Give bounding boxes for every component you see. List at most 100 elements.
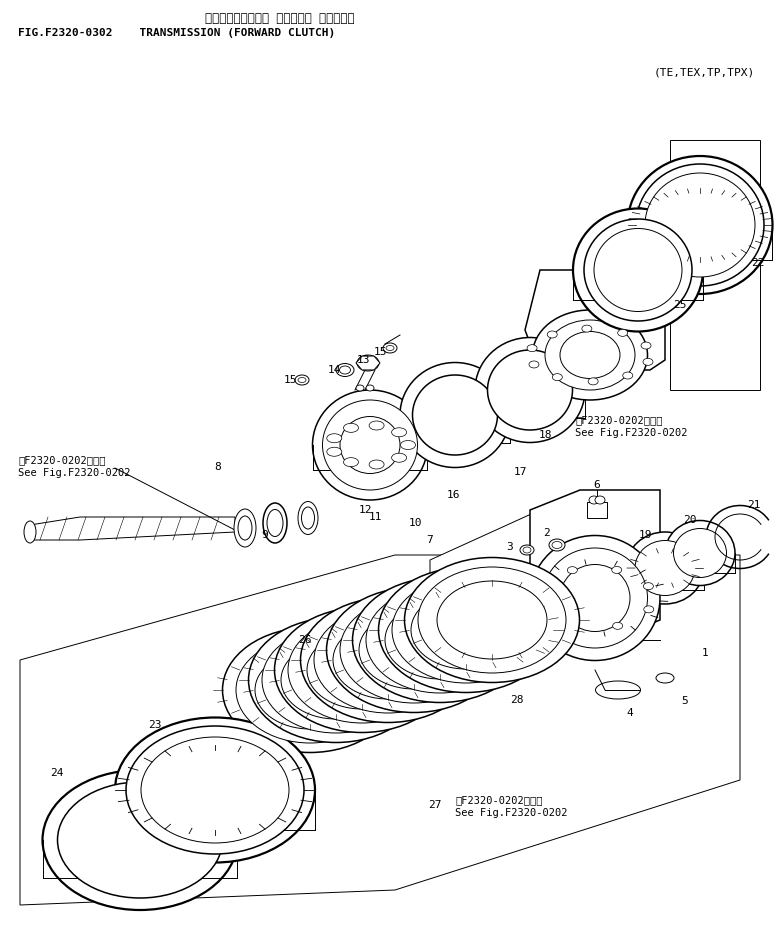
Ellipse shape — [383, 343, 397, 353]
Text: 5: 5 — [682, 696, 688, 706]
Ellipse shape — [635, 540, 695, 595]
Ellipse shape — [298, 377, 306, 382]
Ellipse shape — [400, 362, 510, 467]
Ellipse shape — [340, 416, 400, 474]
Ellipse shape — [549, 539, 565, 551]
Ellipse shape — [568, 622, 578, 629]
Polygon shape — [356, 356, 380, 370]
Ellipse shape — [262, 627, 410, 733]
Ellipse shape — [327, 447, 342, 456]
Ellipse shape — [391, 428, 407, 437]
Ellipse shape — [322, 400, 418, 490]
Ellipse shape — [295, 375, 309, 385]
Text: 24: 24 — [50, 768, 64, 778]
Ellipse shape — [353, 577, 528, 703]
Text: FIG.F2320-0302    TRANSMISSION (FORWARD CLUTCH): FIG.F2320-0302 TRANSMISSION (FORWARD CLU… — [18, 28, 336, 38]
Ellipse shape — [392, 577, 540, 683]
Text: 13: 13 — [356, 355, 370, 365]
Text: 7: 7 — [426, 535, 433, 545]
Ellipse shape — [369, 421, 384, 430]
Ellipse shape — [618, 329, 628, 337]
Ellipse shape — [643, 359, 653, 365]
Ellipse shape — [582, 325, 592, 332]
Text: 10: 10 — [408, 518, 422, 528]
Text: 14: 14 — [327, 365, 341, 375]
Text: 20: 20 — [684, 515, 697, 525]
Ellipse shape — [530, 535, 660, 660]
Text: See Fig.F2320-0202: See Fig.F2320-0202 — [455, 808, 567, 818]
Ellipse shape — [418, 567, 566, 673]
Ellipse shape — [611, 567, 622, 573]
Text: 21: 21 — [747, 500, 761, 510]
Polygon shape — [525, 270, 665, 370]
Ellipse shape — [378, 568, 553, 692]
Ellipse shape — [520, 545, 534, 555]
Polygon shape — [530, 490, 660, 640]
Text: 27: 27 — [429, 800, 442, 810]
Ellipse shape — [57, 782, 222, 898]
Ellipse shape — [529, 361, 539, 368]
Text: 9: 9 — [262, 530, 268, 540]
Text: 15: 15 — [374, 347, 387, 357]
Ellipse shape — [359, 611, 469, 689]
Ellipse shape — [532, 310, 647, 400]
Text: 第F2320-0202図参照: 第F2320-0202図参照 — [18, 455, 105, 465]
Ellipse shape — [405, 557, 580, 682]
Text: 3: 3 — [507, 542, 513, 552]
Text: 19: 19 — [639, 530, 652, 540]
Text: 2: 2 — [543, 528, 550, 538]
Ellipse shape — [312, 390, 428, 500]
Ellipse shape — [626, 532, 704, 604]
Text: (TE,TEX,TP,TPX): (TE,TEX,TP,TPX) — [654, 68, 755, 78]
Text: 17: 17 — [513, 467, 527, 477]
Ellipse shape — [343, 424, 359, 432]
Ellipse shape — [339, 366, 350, 374]
Text: 第F2320-0202図参照: 第F2320-0202図参照 — [455, 795, 542, 805]
Ellipse shape — [523, 547, 531, 553]
Text: 4: 4 — [627, 708, 633, 718]
Ellipse shape — [336, 363, 354, 377]
Text: 28: 28 — [510, 695, 524, 705]
Ellipse shape — [589, 496, 599, 504]
Ellipse shape — [475, 338, 585, 443]
Ellipse shape — [267, 510, 283, 536]
Ellipse shape — [307, 631, 417, 709]
Ellipse shape — [628, 156, 773, 294]
Ellipse shape — [527, 344, 537, 352]
Ellipse shape — [594, 229, 682, 311]
Ellipse shape — [281, 641, 391, 719]
Text: 22: 22 — [751, 258, 765, 268]
Ellipse shape — [301, 507, 315, 529]
Ellipse shape — [536, 606, 546, 613]
Ellipse shape — [327, 433, 342, 443]
Ellipse shape — [255, 651, 365, 729]
Ellipse shape — [545, 320, 635, 390]
Ellipse shape — [141, 737, 289, 843]
Ellipse shape — [588, 377, 598, 385]
Text: See Fig.F2320-0202: See Fig.F2320-0202 — [575, 428, 687, 438]
Ellipse shape — [369, 460, 384, 469]
Ellipse shape — [553, 374, 563, 380]
Ellipse shape — [567, 567, 577, 573]
Ellipse shape — [595, 681, 640, 699]
Ellipse shape — [366, 587, 514, 693]
Text: 15: 15 — [283, 375, 297, 385]
Ellipse shape — [673, 529, 726, 577]
Ellipse shape — [301, 598, 476, 723]
Polygon shape — [20, 555, 740, 905]
Ellipse shape — [386, 345, 394, 351]
Text: トランスミッション （ゼンシン クラッチ）: トランスミッション （ゼンシン クラッチ） — [205, 12, 355, 25]
Ellipse shape — [298, 501, 318, 534]
Ellipse shape — [357, 355, 379, 371]
Ellipse shape — [536, 583, 546, 590]
Ellipse shape — [643, 583, 653, 589]
Ellipse shape — [385, 601, 495, 679]
Ellipse shape — [437, 581, 547, 659]
Text: 第F2320-0202図参照: 第F2320-0202図参照 — [575, 415, 663, 425]
Ellipse shape — [623, 372, 632, 379]
Ellipse shape — [340, 597, 488, 703]
Ellipse shape — [636, 164, 764, 286]
Text: 12: 12 — [358, 505, 372, 515]
Ellipse shape — [411, 591, 521, 669]
Ellipse shape — [366, 385, 374, 391]
